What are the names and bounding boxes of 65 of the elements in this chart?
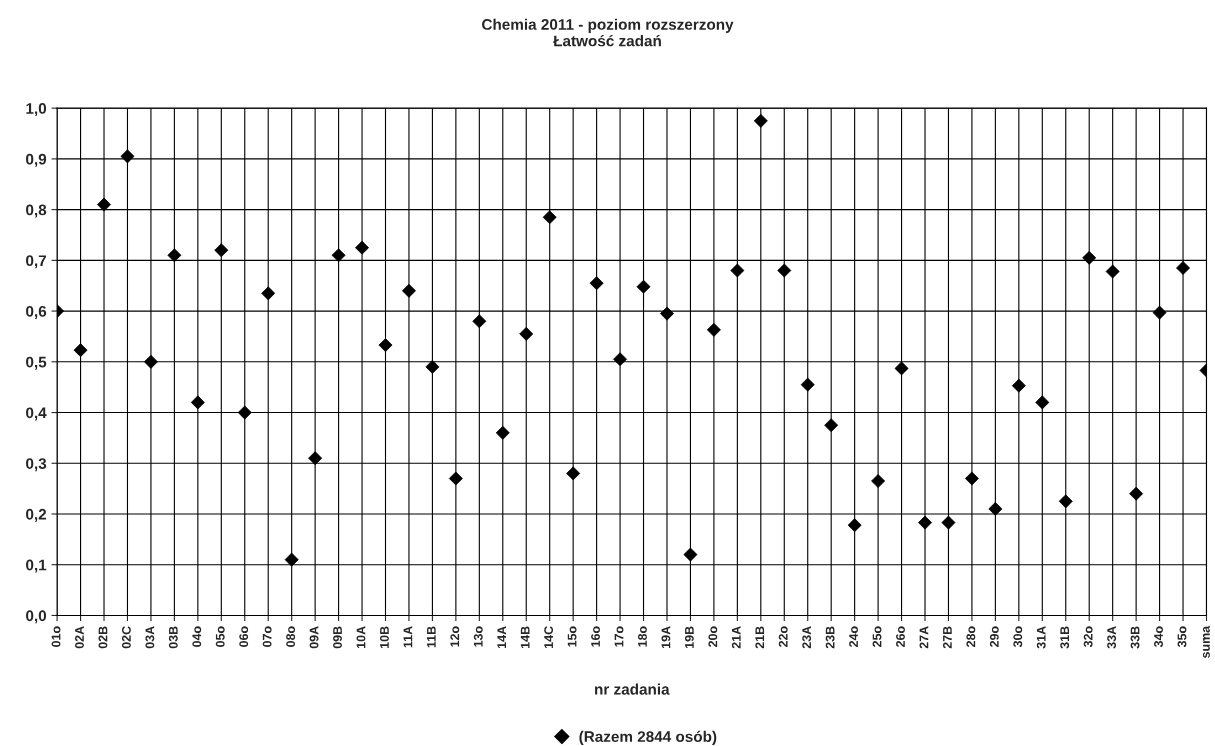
y-tick-label: 0,7 — [26, 255, 47, 269]
x-tick-label: 09B — [333, 626, 342, 649]
x-tick-label: 27A — [919, 626, 929, 649]
x-tick-label: 05o — [215, 626, 225, 647]
x-tick-label: 06o — [239, 626, 249, 647]
y-tick-label: 0,3 — [26, 458, 47, 472]
x-tick-label: 03B — [168, 626, 178, 649]
y-tick-label: 1,0 — [26, 103, 47, 117]
x-axis-title: nr zadania — [595, 683, 670, 695]
x-tick-label: 10B — [380, 626, 389, 649]
x-tick-label: 14A — [497, 626, 507, 649]
x-tick-label: 14B — [520, 626, 530, 649]
x-tick-label: 19B — [684, 626, 694, 649]
x-tick-label: 31B — [1060, 626, 1070, 649]
x-tick-label: 11A — [403, 626, 413, 648]
x-tick-label: 01o — [51, 626, 61, 647]
x-tick-label: 24o — [849, 626, 858, 647]
x-tick-label: 29o — [989, 626, 999, 647]
x-tick-label: 26o — [896, 626, 905, 647]
x-tick-label: 27B — [942, 626, 952, 649]
x-tick-label: 15o — [567, 626, 577, 647]
x-tick-label: 02B — [98, 626, 108, 649]
x-tick-label: 02C — [121, 626, 131, 649]
x-tick-label: 28o — [966, 626, 976, 647]
x-tick-label: 07o — [262, 626, 272, 647]
x-tick-label: 23B — [825, 626, 835, 649]
x-tick-label: 32o — [1083, 626, 1093, 648]
x-tick-label: 30o — [1013, 626, 1023, 648]
x-tick-label: 21A — [731, 626, 741, 649]
x-tick-label: 04o — [192, 626, 202, 647]
x-tick-label: 12o — [450, 626, 460, 647]
y-tick-label: 0,5 — [26, 356, 47, 370]
x-tick-label: 35o — [1177, 626, 1187, 648]
chart-title: Chemia 2011 - poziom rozszerzony Łatwość zadań — [482, 18, 734, 47]
x-tick-label: 22o — [778, 626, 788, 647]
x-tick-label: 20o — [708, 626, 718, 647]
y-tick-label: 0,6 — [26, 305, 47, 319]
x-tick-label: 23A — [802, 626, 812, 649]
x-tick-label: suma — [1202, 625, 1210, 659]
y-tick-label: 0,1 — [26, 559, 47, 573]
x-tick-label: 31A — [1036, 626, 1046, 649]
x-tick-label: 33B — [1130, 626, 1140, 649]
y-tick-label: 0,4 — [26, 407, 47, 421]
x-tick-label: 33A — [1107, 626, 1117, 649]
x-tick-label: 10A — [356, 626, 366, 649]
x-tick-label: 02A — [75, 626, 84, 649]
y-tick-label: 0,8 — [26, 204, 47, 218]
x-tick-label: 34o — [1154, 626, 1163, 648]
x-tick-label: 11B — [427, 626, 436, 648]
x-tick-label: 18o — [638, 626, 647, 647]
x-tick-label: 03A — [145, 626, 155, 649]
x-tick-label: 25o — [872, 626, 882, 647]
legend-label: (Razem 2844 osób) — [579, 730, 717, 746]
x-tick-label: 08o — [286, 626, 296, 647]
x-tick-label: 14C — [544, 626, 554, 649]
point — [97, 197, 111, 212]
y-tick-label: 0,2 — [26, 508, 47, 522]
y-tick-label: 0,9 — [26, 153, 47, 167]
x-tick-label: 09A — [309, 626, 319, 649]
y-tick-label: 0,0 — [26, 610, 47, 624]
x-tick-label: 17o — [614, 626, 624, 647]
x-tick-label: 21B — [755, 626, 765, 649]
x-tick-label: 16o — [591, 626, 600, 647]
x-tick-label: 13o — [473, 626, 483, 647]
x-tick-label: 19A — [661, 626, 671, 649]
